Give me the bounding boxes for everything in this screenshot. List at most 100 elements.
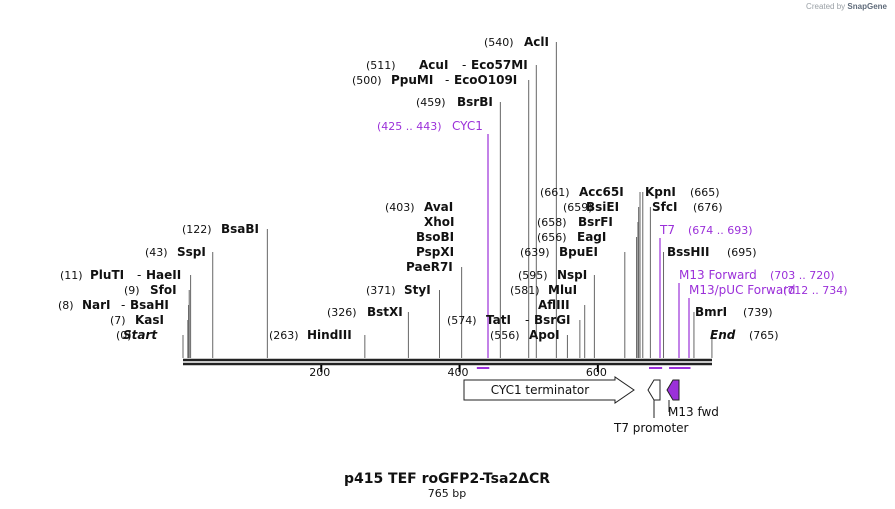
site-position-acui: (511) [366,59,396,72]
site-lines-group [182,42,713,358]
site-position-sfci: (676) [693,201,723,214]
site-name-mlui: MluI [548,283,577,297]
primer-name-m13-puc-forward: M13/pUC Forward [689,283,796,297]
site-name-end: End [710,328,736,342]
site-position-eagi: (656) [537,231,567,244]
site-name-start: Start [123,328,158,342]
site-name-acui: AcuI [419,58,448,72]
site-name-nspi: NspI [557,268,587,282]
site-position-styi: (371) [366,284,396,297]
features-group: CYC1 terminator T7 promoter M13 fwd [463,376,719,435]
feature-label-m13-fwd: M13 fwd [668,405,719,419]
primer-name-cyc1: CYC1 [452,119,483,133]
site-name-hindiii: HindIII [307,328,352,342]
site-name-kpni: KpnI [645,185,676,199]
site-name-paer7i: PaeR7I [406,260,453,274]
site-labels-group: (0)Start(7) KasI(8) NarI BsaHI-(9) SfoI(11) P… [58,35,779,342]
created-by-text: Created by [806,2,846,11]
feature-label-t7-promoter: T7 promoter [613,421,689,435]
site-position-hindiii: (263) [269,329,299,342]
site-name-sspi: SspI [177,245,206,259]
site-name-haeii: HaeII [146,268,181,282]
site-position-kasi: (7) [110,314,126,327]
site-name-nari: NarI [82,298,111,312]
site-separator-haeii: - [137,268,141,282]
site-name-eco57mi: Eco57MI [471,58,528,72]
ruler-label-600: 600 [586,366,607,379]
site-name-apoi: ApoI [529,328,560,342]
feature-label-cyc1-terminator: CYC1 terminator [491,383,590,397]
site-name-bsobi: BsoBI [416,230,454,244]
snapgene-watermark: Created by SnapGene [806,2,887,11]
site-position-bsabi: (122) [182,223,212,236]
ruler-label-200: 200 [309,366,330,379]
site-name-acli: AclI [524,35,549,49]
site-name-bpuei: BpuEI [559,245,598,259]
primer-range-t7: (674 .. 693) [688,224,753,237]
primer-range-m13-forward: (703 .. 720) [770,269,835,282]
plasmid-length: 765 bp [428,487,466,500]
site-name-xhoi: XhoI [424,215,455,229]
site-name-sfoi: SfoI [150,283,177,297]
site-name-eagi: EagI [577,230,606,244]
primer-range-cyc1: (425 .. 443) [377,120,442,133]
site-position-bsrfi: (658) [537,216,567,229]
site-position-nspi: (595) [518,269,548,282]
primer-name-t7: T7 [659,223,675,237]
site-name-bsrbi: BsrBI [457,95,493,109]
site-name-pluti: PluTI [90,268,124,282]
ruler-label-400: 400 [448,366,469,379]
primer-lines-group [476,134,691,369]
site-position-avai: (403) [385,201,415,214]
site-position-bpuei: (639) [520,246,550,259]
site-separator-eco57mi: - [462,58,466,72]
site-name-bsshii: BssHII [667,245,709,259]
site-name-bsabi: BsaBI [221,222,259,236]
plasmid-title: p415 TEF roGFP2-Tsa2ΔCR [344,471,550,487]
site-position-bsiei: (659) [563,201,593,214]
site-position-nari: (8) [58,299,74,312]
primer-name-m13-forward: M13 Forward [679,268,757,282]
site-name-bsahi: BsaHI [130,298,169,312]
site-position-sfoi: (9) [124,284,140,297]
snapgene-brand: SnapGene [847,2,887,11]
site-position-tati: (574) [447,314,477,327]
site-position-acli: (540) [484,36,514,49]
primer-range-m13-puc-forward: (712 .. 734) [783,284,848,297]
site-position-apoi: (556) [490,329,520,342]
site-name-bsrfi: BsrFI [578,215,613,229]
site-separator-ecoo109i: - [445,73,449,87]
site-position-pluti: (11) [60,269,83,282]
site-position-start: (0) [116,329,132,342]
site-name-ppumi: PpuMI [391,73,433,87]
feature-arrow-cyc1-terminator [463,376,635,404]
site-position-bsshii: (695) [727,246,757,259]
site-name-styi: StyI [404,283,431,297]
feature-arrow-m13-fwd [666,379,680,401]
site-separator-bsahi: - [121,298,125,312]
site-position-bstxi: (326) [327,306,357,319]
site-position-kpni: (665) [690,186,720,199]
site-position-mlui: (581) [510,284,540,297]
site-name-tati: TatI [486,313,511,327]
site-name-kasi: KasI [135,313,164,327]
ruler: 200 400 600 [309,365,607,379]
site-name-ecoo109i: EcoO109I [454,73,517,87]
site-position-acc65i: (661) [540,186,570,199]
site-position-sspi: (43) [145,246,168,259]
site-position-ppumi: (500) [352,74,382,87]
site-name-sfci: SfcI [652,200,677,214]
feature-arrow-t7-promoter [647,379,661,401]
site-name-afliii: AflIII [538,298,570,312]
site-name-bmri: BmrI [695,305,727,319]
site-name-bstxi: BstXI [367,305,403,319]
site-name-bsrgi: BsrGI [534,313,571,327]
primer-labels-group: (425 .. 443) CYC1 (674 .. 693) T7 (703 .. 72… [377,119,848,297]
site-name-pspxi: PspXI [416,245,454,259]
site-name-bsiei: BsiEI [586,200,619,214]
site-position-bmri: (739) [743,306,773,319]
site-position-bsrbi: (459) [416,96,446,109]
site-separator-bsrgi: - [525,313,529,327]
site-name-avai: AvaI [424,200,453,214]
